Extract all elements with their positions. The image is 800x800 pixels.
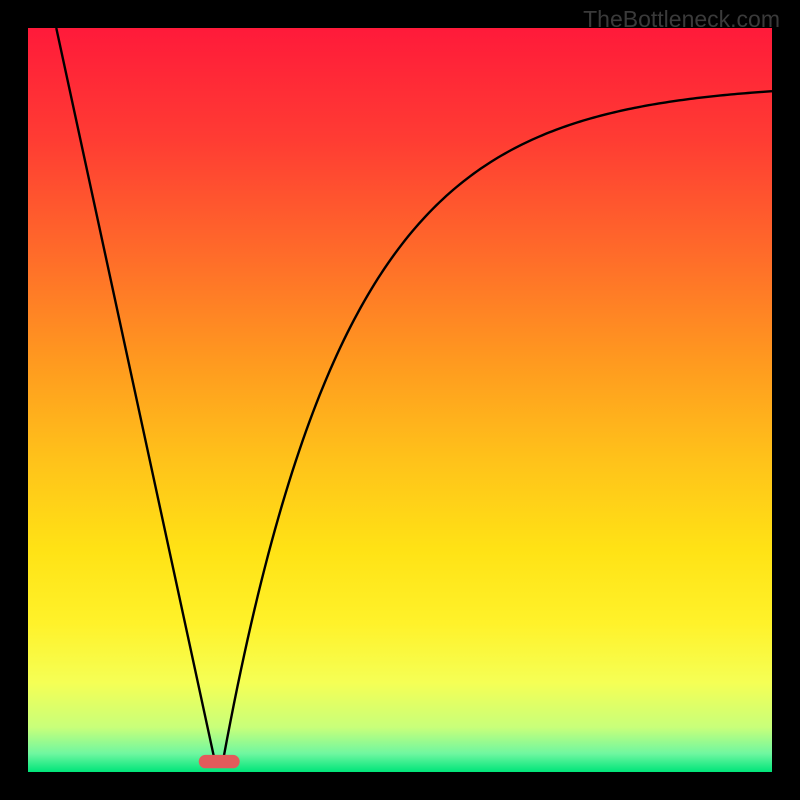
optimal-marker [199,755,240,768]
watermark-text: TheBottleneck.com [583,6,780,33]
plot-background [28,28,772,772]
chart-frame: TheBottleneck.com [0,0,800,800]
chart-svg [0,0,800,800]
